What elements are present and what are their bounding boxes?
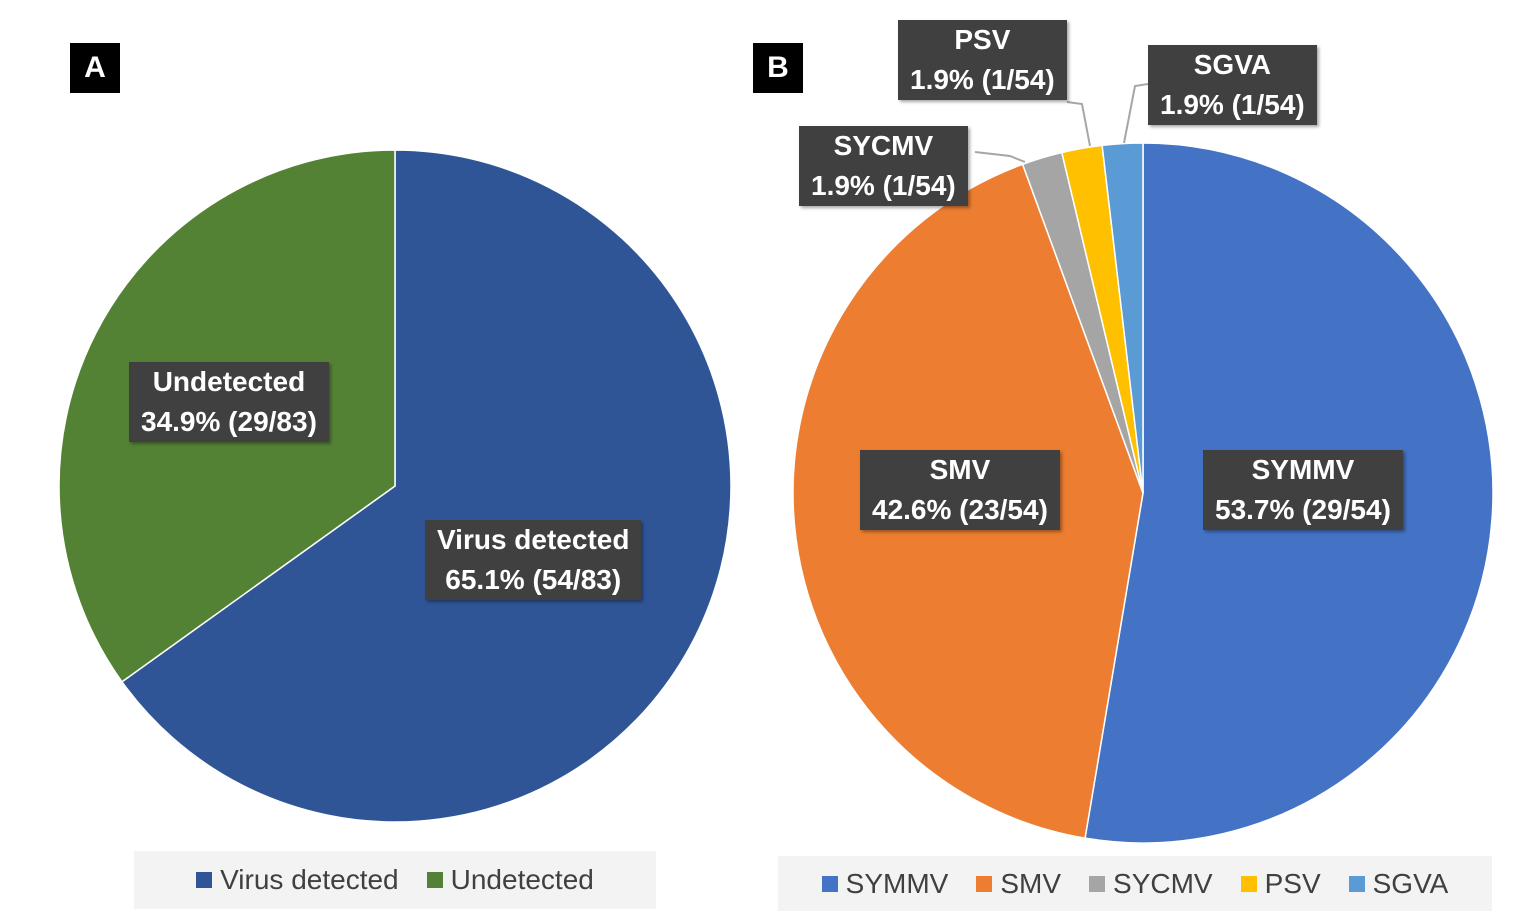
- data-label-smv: SMV 42.6% (23/54): [860, 450, 1060, 530]
- data-label-sgva: SGVA 1.9% (1/54): [1148, 45, 1317, 125]
- panel-letter-a: A: [70, 43, 120, 93]
- data-label-symmv: SYMMV 53.7% (29/54): [1203, 450, 1403, 530]
- data-label-name: Undetected: [152, 366, 306, 397]
- legend-item-virus-detected: Virus detected: [196, 864, 399, 896]
- data-label-value: 1.9% (1/54): [910, 64, 1055, 95]
- data-label-virus-detected: Virus detected 65.1% (54/83): [425, 520, 642, 600]
- data-label-value: 1.9% (1/54): [1160, 89, 1305, 120]
- legend-swatch: [426, 872, 443, 888]
- panel-letter-b: B: [753, 43, 803, 93]
- legend-swatch: [976, 875, 993, 892]
- legend-label: SMV: [1000, 867, 1062, 899]
- legend-swatch: [1240, 875, 1257, 892]
- legend-swatch: [1089, 875, 1106, 892]
- legend-item-symmv: SYMMV: [821, 867, 949, 900]
- legend-label: SYMMV: [845, 867, 949, 899]
- data-label-name: SYCMV: [833, 130, 934, 161]
- leader-lines: [974, 83, 1149, 163]
- legend-a: Virus detected Undetected: [134, 851, 656, 909]
- legend-label: Undetected: [450, 864, 594, 895]
- data-label-value: 34.9% (29/83): [141, 406, 317, 437]
- data-label-undetected: Undetected 34.9% (29/83): [129, 362, 329, 442]
- pie-slice-sgva: [1101, 142, 1144, 494]
- data-label-value: 65.1% (54/83): [445, 564, 622, 595]
- leader-line-psv: [1066, 101, 1091, 147]
- legend-b: SYMMV SMV SYCMV PSV SGVA: [778, 856, 1492, 911]
- legend-swatch: [821, 875, 838, 892]
- data-label-name: Virus detected: [437, 524, 630, 555]
- legend-swatch: [196, 872, 213, 888]
- legend-item-smv: SMV: [976, 868, 1061, 900]
- legend-item-sycmv: SYCMV: [1089, 868, 1213, 900]
- leader-line-sycmv: [974, 151, 1026, 163]
- legend-label: SGVA: [1372, 867, 1449, 899]
- data-label-name: SGVA: [1193, 49, 1272, 80]
- pie-a: [58, 149, 732, 823]
- data-label-name: SMV: [929, 454, 991, 485]
- leader-line-sgva: [1123, 83, 1149, 144]
- data-label-value: 53.7% (29/54): [1215, 494, 1391, 525]
- legend-swatch: [1348, 875, 1365, 892]
- legend-label: PSV: [1264, 867, 1321, 899]
- data-label-sycmv: SYCMV 1.9% (1/54): [799, 126, 968, 206]
- data-label-name: PSV: [954, 24, 1011, 55]
- legend-label: SYCMV: [1113, 867, 1213, 899]
- data-label-name: SYMMV: [1251, 454, 1355, 485]
- legend-label: Virus detected: [220, 864, 399, 895]
- pie-b: [792, 142, 1494, 844]
- pie-slice-virus-detected: [120, 149, 732, 823]
- data-label-value: 1.9% (1/54): [811, 170, 956, 201]
- legend-item-undetected: Undetected: [426, 864, 594, 896]
- legend-item-sgva: SGVA: [1348, 867, 1449, 900]
- data-label-psv: PSV 1.9% (1/54): [898, 20, 1067, 100]
- data-label-value: 42.6% (23/54): [872, 494, 1048, 525]
- legend-item-psv: PSV: [1240, 867, 1321, 900]
